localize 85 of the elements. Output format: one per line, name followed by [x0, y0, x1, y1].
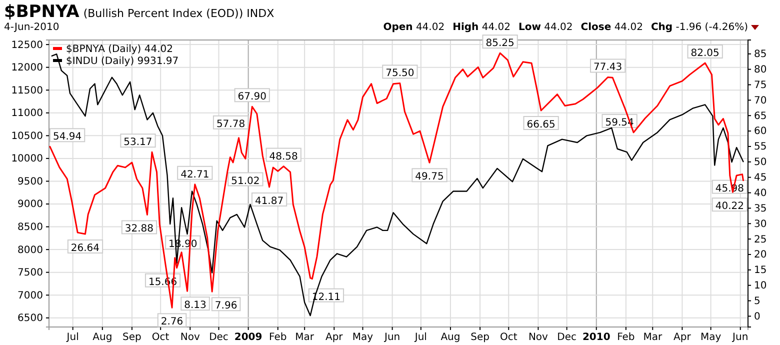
x-tick-label: Aug [92, 332, 112, 344]
x-tick-label: Dec [557, 332, 576, 344]
data-label: 42.71 [180, 169, 210, 180]
y2-tick-label: 60 [754, 126, 767, 138]
y2-tick-label: 70 [754, 95, 767, 106]
x-tick-label: Sep [122, 332, 142, 344]
y2-tick-label: 65 [754, 110, 767, 122]
x-tick-label: Jul [414, 332, 427, 344]
x-tick-label: Sep [470, 332, 490, 344]
data-label: 51.02 [231, 176, 260, 187]
x-tick-label: Apr [325, 332, 344, 344]
y-tick-label: 9000 [18, 199, 43, 210]
legend-label: $INDU (Daily) 9931.97 [66, 56, 179, 67]
chart-title: $BPNYA [4, 2, 80, 22]
data-label: 7.96 [214, 300, 238, 312]
y2-tick-label: 0 [754, 311, 760, 322]
chart-subtitle: (Bullish Percent Index (EOD)) INDX [83, 7, 275, 20]
y2-tick-label: 15 [754, 265, 767, 276]
data-label: 66.65 [526, 120, 556, 131]
y2-tick-label: 40 [754, 188, 767, 199]
data-label: 40.22 [715, 201, 744, 212]
y2-tick-label: 50 [754, 157, 767, 168]
x-tick-label: 2010 [582, 332, 610, 344]
y2-tick-label: 75 [754, 80, 767, 91]
data-label: 85.25 [486, 38, 514, 50]
data-label: 49.75 [415, 172, 444, 183]
y2-tick-label: 20 [754, 250, 767, 261]
data-label: 8.13 [184, 300, 206, 312]
x-tick-label: 2009 [234, 332, 262, 344]
data-label: 53.17 [124, 137, 152, 148]
x-tick-label: May [700, 332, 722, 344]
x-tick-label: Feb [617, 332, 635, 344]
data-label: 57.78 [216, 118, 246, 130]
y2-tick-label: 25 [754, 234, 767, 246]
data-label: 75.50 [386, 68, 414, 80]
y2-tick-label: 55 [754, 142, 767, 153]
text: Low 44.02 [518, 22, 573, 33]
y-tick-label: 12000 [11, 62, 43, 74]
x-tick-label: Jun [732, 332, 748, 344]
x-tick-label: Oct [152, 332, 170, 344]
y-tick-label: 7500 [18, 268, 43, 279]
y-tick-label: 8000 [18, 244, 43, 256]
x-tick-label: May [352, 332, 374, 344]
y2-tick-label: 45 [754, 172, 767, 184]
data-label: 77.43 [594, 62, 622, 74]
legend-label: $BPNYA (Daily) 44.02 [66, 44, 173, 55]
x-tick-label: Jun [383, 332, 400, 344]
data-label: 41.87 [254, 196, 284, 207]
y-tick-label: 11000 [11, 108, 43, 120]
text: Chg -1.96 (-4.26%) [650, 22, 748, 33]
text: Close 44.02 [580, 22, 643, 33]
data-label: 67.90 [238, 92, 266, 103]
data-label: 82.05 [690, 48, 720, 59]
y-tick-label: 9500 [18, 176, 43, 188]
data-label: 54.94 [53, 132, 82, 143]
text: Open 44.02 [383, 22, 445, 33]
x-tick-label: Jul [66, 332, 79, 344]
y-tick-label: 12500 [11, 40, 43, 51]
x-tick-label: Aug [440, 332, 460, 344]
y2-tick-label: 80 [754, 64, 767, 76]
y-tick-label: 11500 [11, 85, 43, 96]
x-tick-label: Nov [180, 332, 200, 344]
x-tick-label: Dec [209, 332, 228, 344]
y-tick-label: 7000 [18, 290, 43, 302]
data-label: 32.88 [124, 224, 154, 235]
text: 4-Jun-2010 [4, 22, 60, 33]
x-tick-label: Oct [500, 332, 518, 344]
text: High 44.02 [452, 22, 510, 33]
y-tick-label: 10000 [11, 154, 43, 165]
y-tick-label: 8500 [18, 222, 43, 233]
x-tick-label: Mar [643, 332, 663, 344]
y2-tick-label: 10 [754, 280, 767, 292]
data-label: 2.76 [160, 316, 184, 328]
data-label: 48.58 [269, 151, 298, 162]
data-label: 26.64 [70, 242, 100, 254]
y2-tick-label: 85 [754, 49, 767, 60]
y-tick-label: 6500 [18, 313, 43, 324]
x-tick-label: Nov [528, 332, 548, 344]
y2-tick-label: 5 [754, 296, 760, 307]
y2-tick-label: 30 [754, 218, 767, 230]
y-tick-label: 10500 [11, 130, 43, 142]
x-tick-label: Feb [269, 332, 287, 344]
x-tick-label: Mar [295, 332, 315, 344]
x-tick-label: Apr [674, 332, 692, 344]
y2-tick-label: 35 [754, 203, 767, 214]
